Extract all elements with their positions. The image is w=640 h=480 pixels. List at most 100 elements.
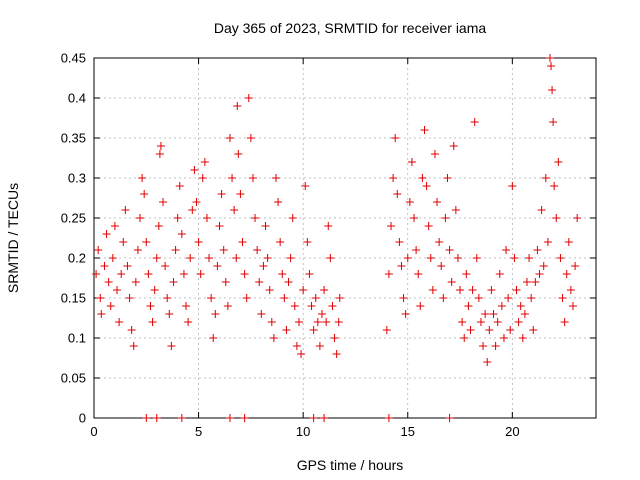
data-point bbox=[104, 278, 113, 286]
data-point bbox=[426, 254, 435, 262]
data-point bbox=[121, 206, 130, 214]
data-point bbox=[159, 198, 168, 206]
data-point bbox=[397, 262, 406, 270]
x-tick-label: 20 bbox=[505, 424, 519, 439]
data-point bbox=[439, 294, 448, 302]
data-point bbox=[113, 286, 122, 294]
data-point bbox=[393, 190, 402, 198]
data-point bbox=[198, 174, 207, 182]
data-point bbox=[518, 334, 527, 342]
data-point bbox=[265, 286, 274, 294]
data-point bbox=[548, 86, 557, 94]
data-point bbox=[562, 270, 571, 278]
plot-frame bbox=[93, 57, 597, 419]
data-point bbox=[443, 174, 452, 182]
data-point bbox=[464, 302, 473, 310]
data-point bbox=[387, 222, 396, 230]
data-point bbox=[535, 270, 544, 278]
data-point bbox=[251, 214, 260, 222]
data-point bbox=[416, 302, 425, 310]
data-point bbox=[123, 262, 132, 270]
data-point bbox=[261, 222, 270, 230]
y-tick-label: 0.3 bbox=[68, 171, 86, 186]
y-tick-label: 0.45 bbox=[61, 51, 86, 66]
data-point bbox=[240, 414, 249, 422]
data-point bbox=[479, 342, 488, 350]
data-point bbox=[322, 318, 331, 326]
data-point bbox=[223, 302, 232, 310]
data-point bbox=[100, 262, 109, 270]
data-point bbox=[110, 222, 119, 230]
data-point bbox=[255, 278, 264, 286]
data-point bbox=[97, 310, 106, 318]
data-point bbox=[205, 254, 214, 262]
data-point bbox=[324, 222, 333, 230]
data-point bbox=[276, 238, 285, 246]
data-point bbox=[433, 198, 442, 206]
data-point bbox=[228, 174, 237, 182]
data-point bbox=[317, 310, 326, 318]
data-point bbox=[209, 334, 218, 342]
chart-title: Day 365 of 2023, SRMTID for receiver iam… bbox=[214, 20, 487, 36]
data-point bbox=[525, 254, 534, 262]
data-point bbox=[230, 206, 239, 214]
data-point bbox=[217, 190, 226, 198]
data-point bbox=[138, 174, 147, 182]
data-point bbox=[175, 182, 184, 190]
data-point bbox=[447, 278, 456, 286]
data-point bbox=[401, 310, 410, 318]
data-point bbox=[512, 286, 521, 294]
data-point bbox=[554, 158, 563, 166]
y-tick-label: 0.25 bbox=[61, 211, 86, 226]
data-point bbox=[119, 238, 128, 246]
data-point bbox=[307, 302, 316, 310]
data-point bbox=[207, 294, 216, 302]
data-point bbox=[301, 182, 310, 190]
x-tick-label: 0 bbox=[90, 424, 97, 439]
data-point bbox=[271, 174, 280, 182]
data-point bbox=[171, 246, 180, 254]
data-point bbox=[117, 270, 126, 278]
data-point bbox=[263, 254, 272, 262]
data-point bbox=[495, 270, 504, 278]
data-point bbox=[320, 414, 329, 422]
data-point bbox=[412, 246, 421, 254]
data-point bbox=[309, 326, 318, 334]
data-point bbox=[514, 318, 523, 326]
data-point bbox=[211, 310, 220, 318]
data-point bbox=[491, 342, 500, 350]
data-point bbox=[152, 254, 161, 262]
data-point bbox=[414, 270, 423, 278]
data-point bbox=[516, 302, 525, 310]
data-point bbox=[556, 254, 565, 262]
data-point bbox=[405, 198, 414, 206]
data-point bbox=[215, 222, 224, 230]
data-point bbox=[476, 318, 485, 326]
data-point bbox=[219, 246, 228, 254]
data-point bbox=[543, 238, 552, 246]
data-point bbox=[288, 214, 297, 222]
y-tick-label: 0.15 bbox=[61, 291, 86, 306]
data-point bbox=[391, 134, 400, 142]
data-point bbox=[332, 350, 341, 358]
data-point bbox=[441, 214, 450, 222]
data-point bbox=[403, 254, 412, 262]
data-point bbox=[428, 286, 437, 294]
data-point bbox=[294, 318, 303, 326]
data-point bbox=[129, 342, 138, 350]
data-point bbox=[420, 126, 429, 134]
y-tick-label: 0.2 bbox=[68, 251, 86, 266]
data-point bbox=[460, 334, 469, 342]
y-axis-label: SRMTID / TECUs bbox=[5, 183, 21, 293]
data-point bbox=[161, 262, 170, 270]
data-point bbox=[566, 286, 575, 294]
data-point bbox=[435, 238, 444, 246]
data-point bbox=[292, 342, 301, 350]
data-point bbox=[527, 294, 536, 302]
data-point bbox=[152, 414, 161, 422]
data-point bbox=[94, 246, 103, 254]
data-point bbox=[144, 270, 153, 278]
y-tick-label: 0.05 bbox=[61, 371, 86, 386]
data-point bbox=[305, 270, 314, 278]
data-point bbox=[453, 254, 462, 262]
